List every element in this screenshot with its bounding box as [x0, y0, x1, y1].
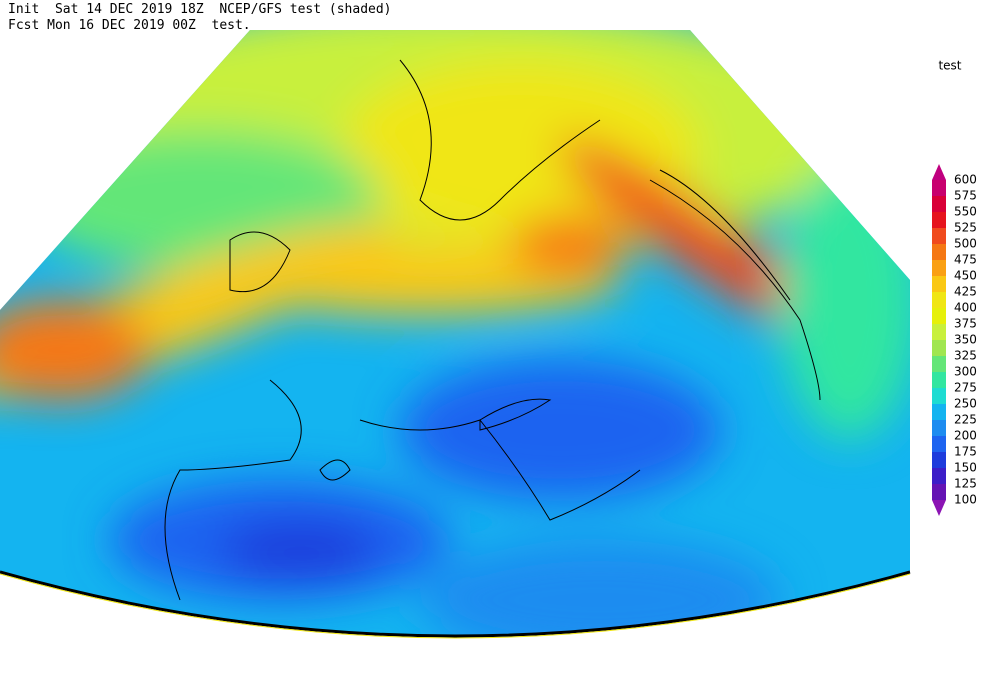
field-region [780, 160, 910, 440]
colorbar-arrow [932, 164, 946, 180]
colorbar-label: 300 [954, 365, 977, 379]
colorbar-swatch [932, 404, 946, 420]
contour [479, 398, 552, 431]
field-region [220, 245, 620, 315]
coastline [164, 379, 302, 601]
contour [319, 459, 351, 481]
colorbar-label: 525 [954, 221, 977, 235]
colorbar-swatch [932, 436, 946, 452]
colorbar-swatch [932, 388, 946, 404]
colorbar: 600 575 550 525 500 475 450 425 400 375 350 325 300 2… [932, 164, 977, 516]
colorbar-label: 475 [954, 253, 977, 267]
contour [649, 179, 821, 401]
coastline [359, 419, 641, 521]
colorbar-swatch [932, 228, 946, 244]
colorbar-swatch [932, 420, 946, 436]
colorbar-swatch [932, 372, 946, 388]
colorbar-swatch [932, 244, 946, 260]
colorbar-swatch [932, 468, 946, 484]
field-region [400, 360, 720, 500]
colorbar-label: 425 [954, 285, 977, 299]
colorbar-swatch [932, 260, 946, 276]
colorbar-label: 250 [954, 397, 977, 411]
colorbar-swatch [932, 324, 946, 340]
colorbar-swatch [932, 292, 946, 308]
colorbar-label: 275 [954, 381, 977, 395]
field-region [510, 215, 630, 275]
contour [659, 169, 791, 301]
coastline [229, 231, 291, 293]
colorbar-label: 325 [954, 349, 977, 363]
map-border [0, 570, 911, 638]
colorbar-label: 200 [954, 429, 977, 443]
colorbar-label: 225 [954, 413, 977, 427]
colorbar-label: 600 [954, 173, 977, 187]
legend-title: test [938, 59, 961, 73]
colorbar-label: 150 [954, 461, 977, 475]
colorbar-label: 575 [954, 189, 977, 203]
colorbar-label: 500 [954, 237, 977, 251]
colorbar-label: 450 [954, 269, 977, 283]
colorbar-swatch [932, 212, 946, 228]
colorbar-label: 400 [954, 301, 977, 315]
colorbar-label: 550 [954, 205, 977, 219]
colorbar-swatch [932, 484, 946, 500]
map-border [0, 573, 911, 639]
header-line: Init Sat 14 DEC 2019 18Z NCEP/GFS test (… [8, 2, 392, 17]
header-line: Fcst Mon 16 DEC 2019 00Z test. [8, 18, 251, 33]
colorbar-label: 375 [954, 317, 977, 331]
field-region [559, 139, 841, 341]
field-region [420, 540, 780, 636]
coastline [399, 59, 601, 221]
colorbar-arrow [932, 500, 946, 516]
colorbar-swatch [932, 276, 946, 292]
colorbar-swatch [932, 180, 946, 196]
colorbar-swatch [932, 452, 946, 468]
colorbar-swatch [932, 196, 946, 212]
colorbar-swatch [932, 356, 946, 372]
contours [164, 59, 821, 601]
field-region [220, 520, 380, 580]
colorbar-label: 350 [954, 333, 977, 347]
colorbar-swatch [932, 308, 946, 324]
field-region [0, 300, 150, 400]
colorbar-label: 125 [954, 477, 977, 491]
colorbar-swatch [932, 340, 946, 356]
colorbar-label: 100 [954, 493, 977, 507]
colorbar-label: 175 [954, 445, 977, 459]
